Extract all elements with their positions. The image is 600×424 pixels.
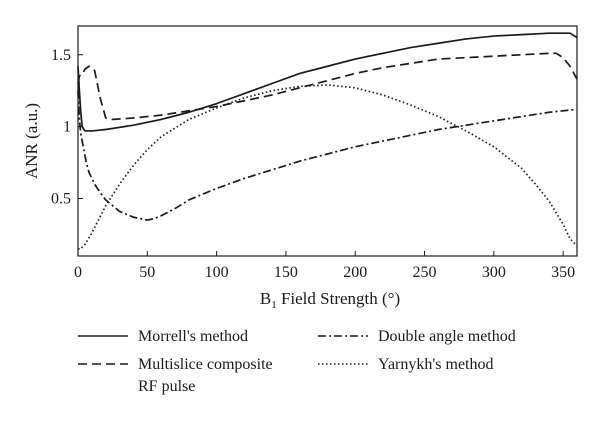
x-tick-label: 150 — [274, 264, 298, 281]
x-tick-label: 0 — [74, 264, 82, 281]
y-axis-ticks: 0.5 1 1.5 — [51, 47, 83, 208]
x-axis-ticks: 0 50 100 150 200 250 300 350 — [74, 251, 575, 281]
x-tick-label: 200 — [343, 264, 367, 281]
y-tick-label: 1 — [63, 119, 71, 136]
x-tick-label: 100 — [205, 264, 229, 281]
legend-label-morrell: Morrell's method — [138, 328, 248, 345]
legend: Morrell's method Multislice composite RF… — [78, 328, 516, 395]
plot-lines — [77, 32, 578, 250]
legend-label-double-angle: Double angle method — [378, 328, 516, 345]
y-tick-label: 1.5 — [51, 47, 71, 64]
x-axis-title-main: B — [260, 289, 271, 308]
y-tick-label: 0.5 — [51, 191, 71, 208]
x-axis-title-subscript: 1 — [271, 299, 277, 311]
legend-item-yarnykh: Yarnykh's method — [318, 356, 493, 373]
legend-label-multislice: Multislice composite — [138, 356, 273, 373]
y-axis-title: ANR (a.u.) — [22, 103, 41, 179]
legend-item-multislice: Multislice composite RF pulse — [78, 356, 273, 395]
plot-frame — [77, 25, 578, 257]
x-tick-label: 250 — [413, 264, 437, 281]
x-axis-title: B1 Field Strength (°) — [260, 289, 400, 311]
legend-label-multislice-line2: RF pulse — [138, 378, 195, 395]
series-line-1 — [77, 52, 578, 121]
x-tick-label: 50 — [139, 264, 155, 281]
series-line-0 — [77, 32, 578, 132]
x-tick-label: 350 — [551, 264, 575, 281]
x-tick-label: 300 — [482, 264, 506, 281]
legend-item-morrell: Morrell's method — [78, 328, 248, 345]
legend-item-double-angle: Double angle method — [318, 328, 516, 345]
legend-label-yarnykh: Yarnykh's method — [378, 356, 493, 373]
series-line-2 — [77, 90, 578, 221]
x-axis-title-rest: Field Strength (°) — [277, 289, 400, 308]
series-line-3 — [78, 84, 578, 250]
